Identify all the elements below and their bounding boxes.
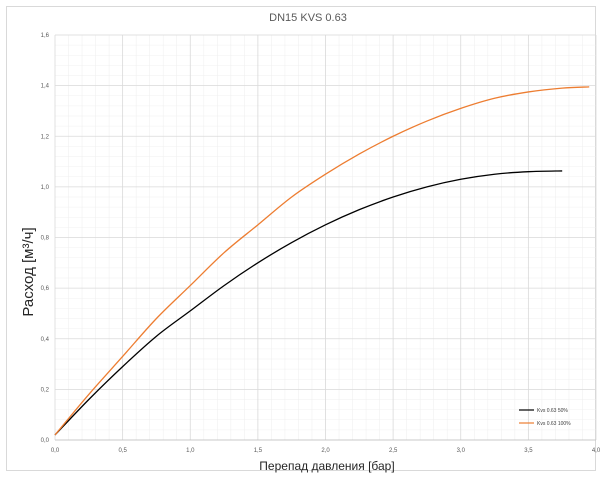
x-tick-labels: 0,0 0,5 1,0 1,5 2,0 2,5 3,0 3,5 4,0 <box>51 448 601 454</box>
x-tick-label: 2,5 <box>389 448 398 454</box>
y-tick-labels: 0,0 0,2 0,4 0,6 0,8 1,0 1,2 1,4 1,6 <box>41 33 50 444</box>
x-tick-label: 2,0 <box>321 448 330 454</box>
x-tick-label: 3,0 <box>457 448 466 454</box>
y-tick-label: 1,4 <box>41 84 50 90</box>
y-tick-label: 0,6 <box>41 286 50 292</box>
x-tick-label: 3,5 <box>524 448 533 454</box>
y-tick-label: 0,0 <box>41 438 50 444</box>
chart-frame <box>6 6 596 471</box>
legend: Kvs 0.63 50% Kvs 0.63 100% <box>519 408 571 427</box>
y-tick-label: 0,2 <box>41 387 50 393</box>
chart-title: DN15 KVS 0.63 <box>269 12 347 24</box>
x-tick-label: 0,0 <box>51 448 60 454</box>
y-tick-label: 0,8 <box>41 236 50 242</box>
series-line-1 <box>54 170 563 436</box>
legend-label-series-1: Kvs 0.63 50% <box>537 408 568 414</box>
x-tick-label: 1,5 <box>254 448 263 454</box>
major-grid <box>54 34 597 441</box>
x-axis-title: Перепад давления [бар] <box>259 459 394 473</box>
x-tick-label: 0,5 <box>118 448 127 454</box>
y-tick-label: 1,2 <box>41 134 50 140</box>
x-tick-label: 1,0 <box>186 448 195 454</box>
legend-label-series-2: Kvs 0.63 100% <box>537 421 571 427</box>
y-tick-label: 1,0 <box>41 185 50 191</box>
series-line-2 <box>54 86 590 436</box>
x-tick-label: 4,0 <box>592 448 601 454</box>
y-axis-title: Расход [м³/ч] <box>20 227 37 316</box>
y-tick-label: 1,6 <box>41 33 50 39</box>
y-tick-label: 0,4 <box>41 337 50 343</box>
series-layer <box>54 86 590 436</box>
